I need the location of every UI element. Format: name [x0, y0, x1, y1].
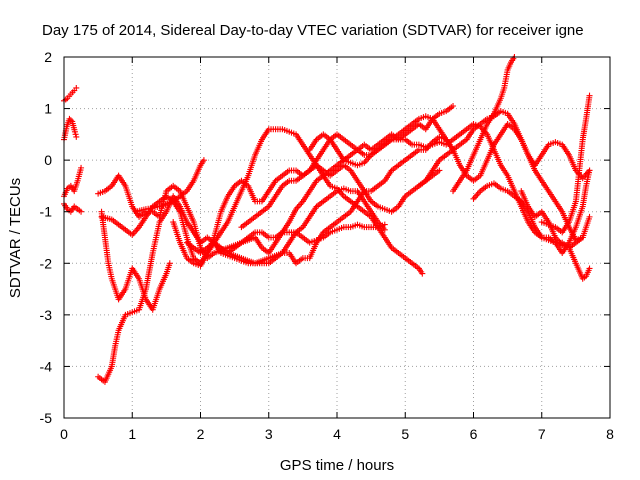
data-series	[518, 188, 586, 251]
data-point	[73, 133, 80, 140]
y-tick-label: -4	[40, 358, 53, 374]
data-point	[73, 84, 80, 91]
grid	[64, 57, 610, 418]
chart-title: Day 175 of 2014, Sidereal Day-to-day VTE…	[42, 22, 584, 39]
y-tick-label: -1	[40, 204, 53, 220]
data-point	[78, 164, 85, 171]
data-series	[450, 54, 518, 195]
data-series	[415, 108, 593, 189]
data-point	[297, 201, 304, 208]
data-series	[61, 200, 85, 215]
data-point	[78, 208, 85, 215]
axis-tick-labels: 0 1 2 3 4 5 6 7 8 -5 -4 -3 -2 -1 0 1 2	[40, 49, 615, 442]
y-tick-label: 0	[44, 152, 52, 168]
y-tick-label: -2	[40, 255, 53, 271]
y-tick-label: -3	[40, 307, 53, 323]
x-tick-label: 8	[606, 426, 614, 442]
data-series	[306, 113, 593, 244]
data-point	[295, 203, 302, 210]
data-series	[224, 221, 388, 256]
data-point	[474, 191, 481, 198]
data-point	[71, 128, 78, 135]
data-point	[470, 195, 477, 202]
data-point	[130, 230, 137, 237]
data-series	[132, 157, 207, 215]
data-point	[381, 221, 388, 228]
data-point	[471, 194, 478, 201]
data-point	[166, 260, 173, 267]
x-tick-label: 0	[60, 426, 68, 442]
data-point	[133, 227, 140, 234]
data-point	[450, 102, 457, 109]
data-point	[473, 192, 480, 199]
data-point	[586, 213, 593, 220]
data-point	[585, 169, 592, 176]
data-series	[95, 133, 457, 385]
data-point	[200, 157, 207, 164]
data-series	[98, 208, 173, 313]
data-point	[436, 167, 443, 174]
data-point	[579, 234, 586, 241]
axis-ticks	[63, 56, 611, 419]
data-series	[98, 162, 443, 267]
data-series	[95, 102, 457, 262]
data-point	[72, 131, 79, 138]
data-series	[170, 126, 426, 277]
data-point	[67, 117, 74, 124]
x-tick-label: 7	[538, 426, 546, 442]
y-tick-label: 1	[44, 101, 52, 117]
x-tick-label: 1	[128, 426, 136, 442]
data-point	[381, 226, 388, 233]
x-axis-label: GPS time / hours	[280, 457, 394, 474]
data-point	[66, 115, 73, 122]
x-tick-label: 5	[401, 426, 409, 442]
data-point	[475, 189, 482, 196]
data-point	[586, 167, 593, 174]
data-series	[61, 164, 85, 200]
data-point	[586, 92, 593, 99]
data-point	[579, 175, 586, 182]
data-point	[339, 191, 346, 198]
data-point	[586, 265, 593, 272]
x-tick-label: 3	[265, 426, 273, 442]
x-tick-label: 4	[333, 426, 341, 442]
data-series	[538, 92, 593, 236]
data-marks	[61, 54, 593, 385]
y-tick-label: -5	[40, 410, 53, 426]
y-axis-label: SDTVAR / TECUs	[7, 178, 24, 298]
data-point	[366, 153, 373, 160]
y-tick-label: 2	[44, 49, 52, 65]
data-point	[419, 270, 426, 277]
x-tick-label: 6	[470, 426, 478, 442]
x-tick-label: 2	[197, 426, 205, 442]
